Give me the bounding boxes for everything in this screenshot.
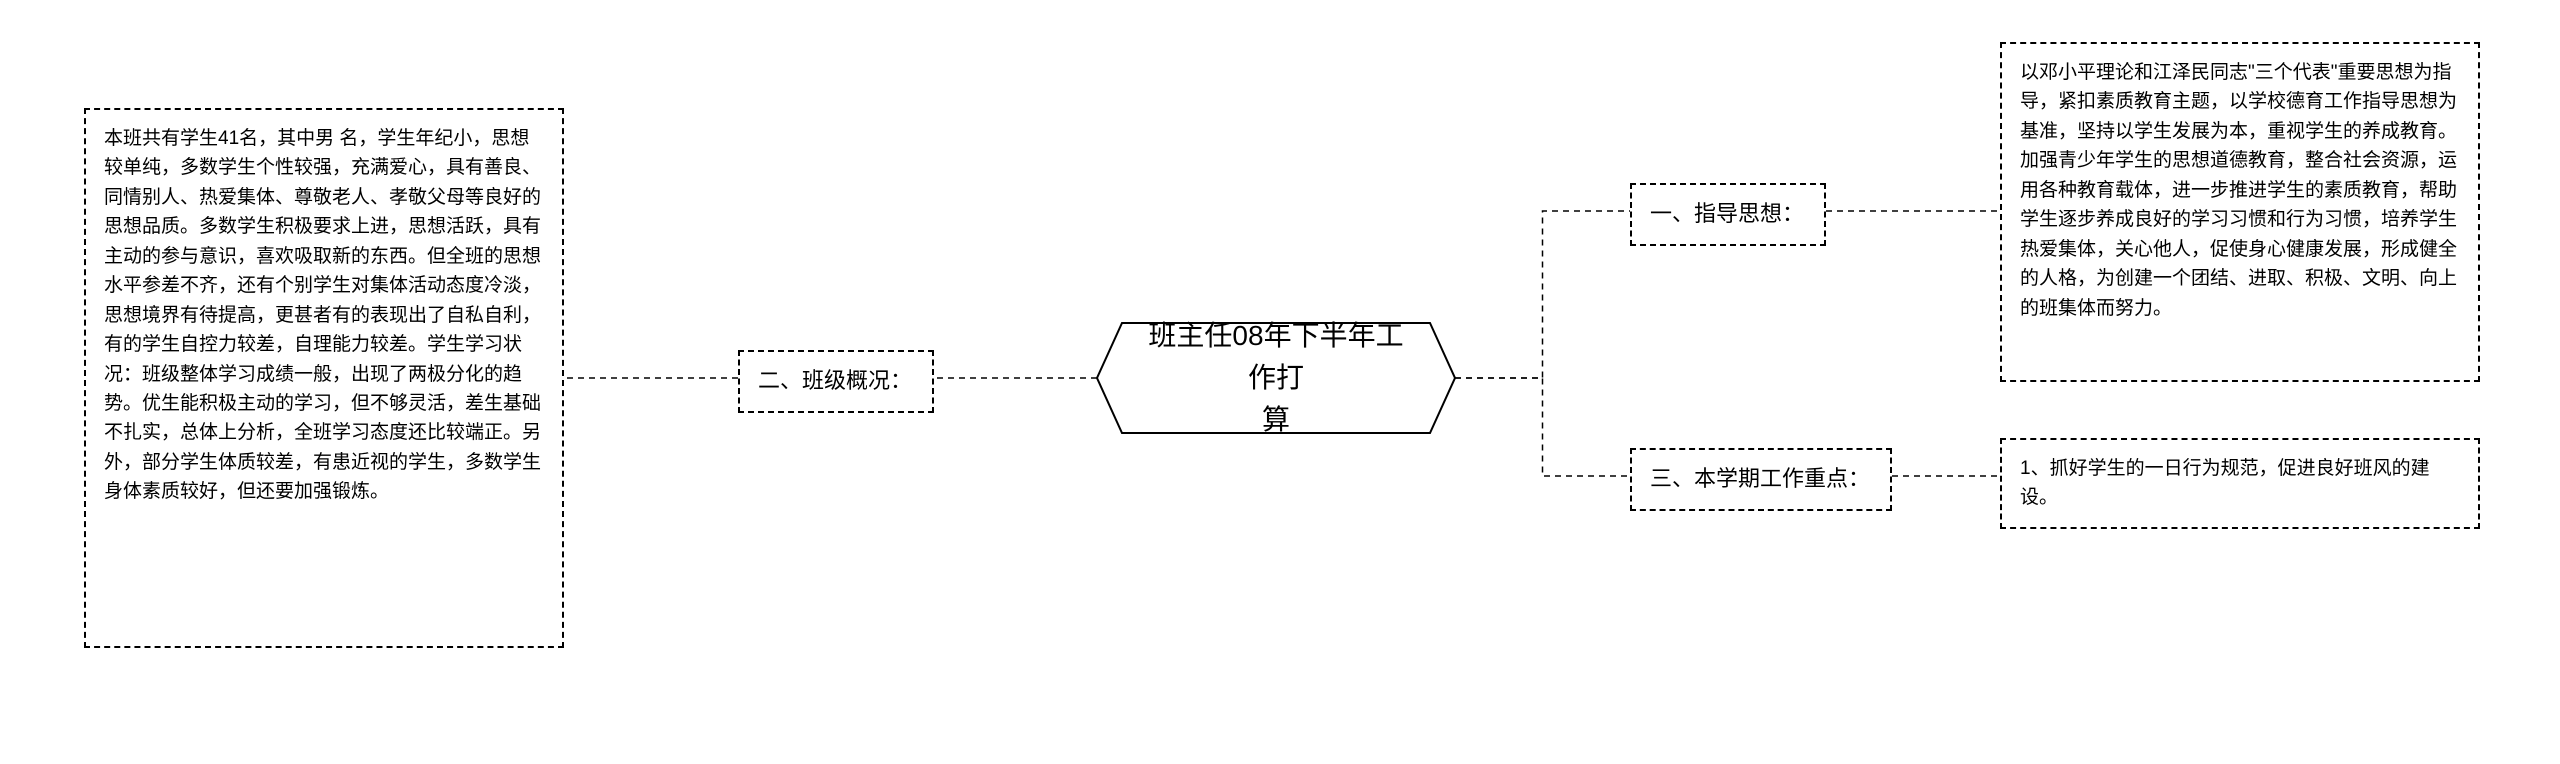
detail-text: 本班共有学生41名，其中男 名，学生年纪小，思想较单纯，多数学生个性较强，充满爱… xyxy=(104,128,541,502)
central-node: 班主任08年下半年工作打 算 xyxy=(1096,322,1456,434)
detail-work-focus: 1、抓好学生的一日行为规范，促进良好班风的建设。 xyxy=(2000,438,2480,529)
branch-label: 三、本学期工作重点： xyxy=(1650,464,1870,495)
detail-class-overview: 本班共有学生41名，其中男 名，学生年纪小，思想较单纯，多数学生个性较强，充满爱… xyxy=(84,108,564,648)
branch-label: 二、班级概况： xyxy=(758,366,912,397)
branch-label: 一、指导思想： xyxy=(1650,199,1804,230)
branch-class-overview: 二、班级概况： xyxy=(738,350,934,413)
central-title: 班主任08年下半年工作打 算 xyxy=(1096,322,1456,434)
detail-guiding-ideology: 以邓小平理论和江泽民同志"三个代表"重要思想为指导，紧扣素质教育主题，以学校德育… xyxy=(2000,42,2480,382)
detail-text: 1、抓好学生的一日行为规范，促进良好班风的建设。 xyxy=(2020,458,2430,508)
branch-work-focus: 三、本学期工作重点： xyxy=(1630,448,1892,511)
branch-guiding-ideology: 一、指导思想： xyxy=(1630,183,1826,246)
detail-text: 以邓小平理论和江泽民同志"三个代表"重要思想为指导，紧扣素质教育主题，以学校德育… xyxy=(2020,62,2457,319)
